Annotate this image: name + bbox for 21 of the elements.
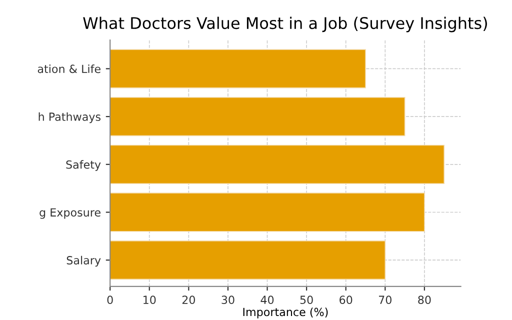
- y-tick-label: Salary: [66, 256, 101, 267]
- y-tick-label: Safety: [66, 160, 101, 171]
- x-tick-label: 60: [340, 296, 352, 304]
- x-tick-label: 50: [300, 296, 313, 304]
- y-tick-label: g Exposure: [40, 208, 100, 219]
- chart-title: What Doctors Value Most in a Job (Survey Insights): [83, 16, 487, 32]
- x-tick-label: 80: [418, 296, 431, 304]
- x-tick-label: 20: [182, 296, 196, 304]
- x-tick-label: 10: [144, 296, 156, 304]
- bar: [110, 144, 445, 184]
- x-tick-label: 40: [260, 296, 274, 304]
- bar: [110, 240, 386, 280]
- y-tick-label: h Pathways: [38, 112, 101, 124]
- bar: [110, 192, 425, 232]
- bar: [110, 96, 406, 136]
- x-axis-title: Importance (%): [243, 308, 328, 318]
- bar: [110, 49, 366, 88]
- x-tick-label: 0: [107, 296, 113, 304]
- y-tick-label: ation & Life: [38, 64, 100, 74]
- x-tick-label: 30: [222, 296, 234, 304]
- x-tick-label: 70: [378, 296, 392, 304]
